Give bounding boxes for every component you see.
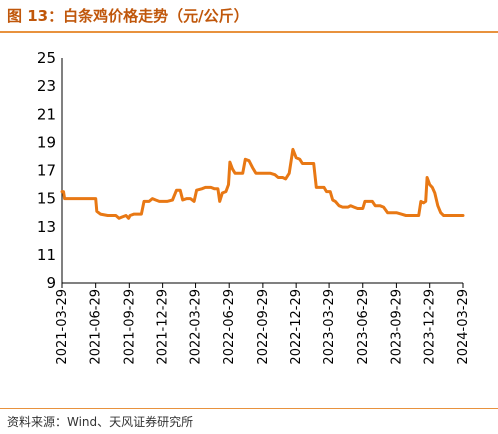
x-tick-label: 2021-09-29: [122, 289, 137, 365]
title-bar: 图 13：白条鸡价格走势（元/公斤）: [0, 0, 498, 33]
y-tick-label: 25: [37, 49, 56, 67]
x-tick-label: 2021-06-29: [89, 289, 104, 365]
y-tick-label: 13: [37, 218, 56, 236]
y-tick-label: 21: [37, 105, 56, 123]
chart-title: 图 13：白条鸡价格走势（元/公斤）: [7, 7, 249, 25]
x-axis: 2021-03-29 2021-06-29 2021-09-29 2021-12-29…: [55, 282, 471, 365]
x-tick-label: 2023-09-29: [389, 289, 404, 365]
x-tick-label: 2023-06-29: [356, 289, 371, 365]
x-tick-label: 2023-12-29: [423, 289, 438, 365]
y-tick-label: 15: [37, 190, 56, 208]
y-tick-label: 11: [37, 246, 56, 264]
x-tick-label: 2022-03-29: [189, 289, 204, 365]
y-tick-label: 9: [46, 274, 56, 292]
y-tick-label: 17: [37, 162, 56, 180]
x-tick-label: 2021-03-29: [55, 289, 70, 365]
footer-divider: [0, 408, 498, 409]
x-tick-label: 2022-06-29: [222, 289, 237, 365]
price-series-line: [60, 147, 465, 220]
source-note: 资料来源：Wind、天风证券研究所: [7, 415, 194, 429]
x-tick-label: 2021-12-29: [156, 289, 171, 365]
x-tick-label: 2022-09-29: [256, 289, 271, 365]
y-tick-label: 19: [37, 133, 56, 151]
y-tick-label: 23: [37, 77, 56, 95]
x-tick-label: 2023-03-29: [322, 289, 337, 365]
x-tick-label: 2024-03-29: [456, 289, 471, 365]
y-axis: 9 11 13 15 17 19 21 23 25: [37, 49, 63, 292]
series-group: [60, 147, 465, 220]
x-tick-label: 2022-12-29: [289, 289, 304, 365]
